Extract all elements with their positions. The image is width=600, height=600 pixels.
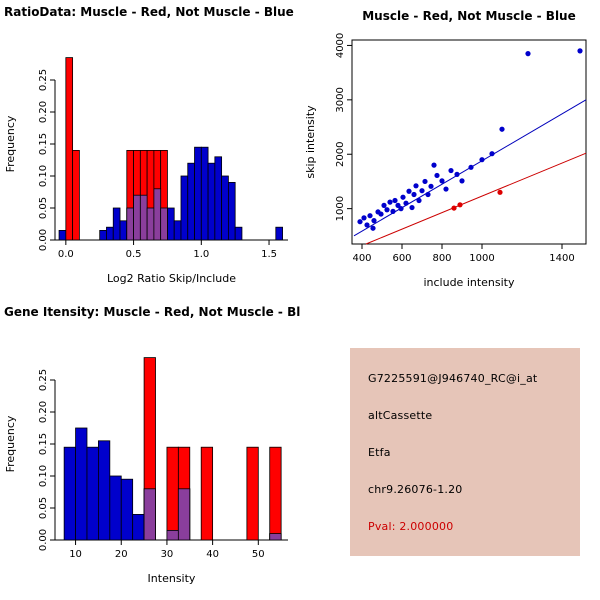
svg-text:1000: 1000 [469,253,494,264]
svg-text:0.00: 0.00 [38,529,49,551]
info-line-probe-id: G7225591@J946740_RC@i_at [368,372,538,385]
info-line-pval: Pval: 2.000000 [368,520,454,533]
svg-text:1400: 1400 [549,253,574,264]
svg-text:RatioData: Muscle - Red, Not M: RatioData: Muscle - Red, Not Muscle - Bl… [4,5,294,19]
svg-text:0.5: 0.5 [126,249,142,260]
panel-ratio-histogram: 0.0 0.5 1.0 1.5 0.00 0.05 0.10 0.15 0.20 0.25 Log2… [0,0,300,300]
svg-text:Intensity: Intensity [148,572,196,585]
svg-text:0.05: 0.05 [38,197,49,219]
ratio-histogram-chart: 0.0 0.5 1.0 1.5 0.00 0.05 0.10 0.15 0.20 0.25 Log2… [4,5,294,285]
svg-text:1.5: 1.5 [261,249,277,260]
svg-text:400: 400 [352,253,371,264]
svg-text:600: 600 [392,253,411,264]
svg-text:1000: 1000 [335,196,346,221]
svg-text:0.10: 0.10 [38,165,49,187]
info-line-location: chr9.26076-1.20 [368,483,463,496]
intensity-scatter-chart: 400 600 800 1000 1400 1000 2000 3000 4000 include… [304,9,587,289]
panel-intensity-scatter: 400 600 800 1000 1400 1000 2000 3000 4000 include… [300,0,600,300]
svg-text:0.10: 0.10 [38,465,49,487]
svg-text:Log2 Ratio Skip/Include: Log2 Ratio Skip/Include [107,272,236,285]
svg-text:include intensity: include intensity [423,276,515,289]
svg-text:Gene Itensity: Muscle - Red, N: Gene Itensity: Muscle - Red, Not Muscle … [4,305,300,319]
svg-text:0.20: 0.20 [38,101,49,123]
panel-info: G7225591@J946740_RC@i_at altCassette Etf… [300,300,600,600]
svg-text:0.15: 0.15 [38,133,49,155]
svg-text:2000: 2000 [335,142,346,167]
svg-text:800: 800 [432,253,451,264]
svg-text:0.25: 0.25 [38,369,49,391]
svg-text:skip intensity: skip intensity [304,105,317,179]
svg-text:0.20: 0.20 [38,401,49,423]
info-box: G7225591@J946740_RC@i_at altCassette Etf… [350,348,580,556]
svg-text:40: 40 [206,549,219,560]
svg-text:Muscle - Red, Not Muscle - Blu: Muscle - Red, Not Muscle - Blue [362,9,576,23]
svg-text:3000: 3000 [335,87,346,112]
gene-intensity-histogram-chart: 10 20 30 40 50 0.00 0.05 0.10 0.15 0.20 0.25 Intens… [4,305,300,585]
svg-text:20: 20 [115,549,128,560]
info-line-event-type: altCassette [368,409,433,422]
svg-text:1.0: 1.0 [193,249,209,260]
svg-text:50: 50 [252,549,265,560]
svg-text:4000: 4000 [335,33,346,58]
svg-text:30: 30 [161,549,174,560]
svg-text:10: 10 [69,549,82,560]
svg-text:0.0: 0.0 [58,249,74,260]
svg-text:0.00: 0.00 [38,229,49,251]
info-line-gene-name: Etfa [368,446,391,459]
svg-text:0.25: 0.25 [38,69,49,91]
panel-gene-intensity-histogram: 10 20 30 40 50 0.00 0.05 0.10 0.15 0.20 0.25 Intens… [0,300,300,600]
svg-text:0.15: 0.15 [38,433,49,455]
svg-text:Frequency: Frequency [4,415,17,472]
svg-text:Frequency: Frequency [4,115,17,172]
svg-text:0.05: 0.05 [38,497,49,519]
